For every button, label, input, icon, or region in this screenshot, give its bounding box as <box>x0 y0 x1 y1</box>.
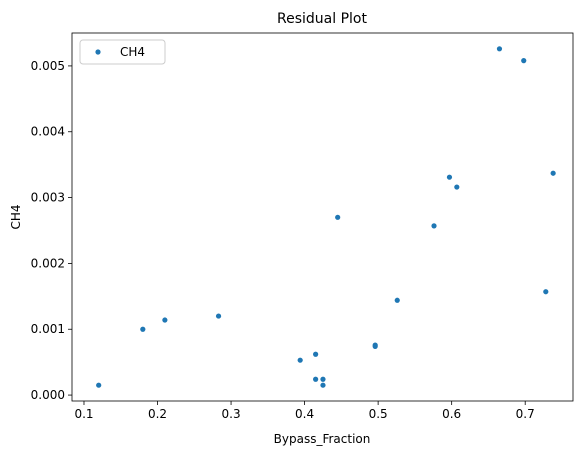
legend-box <box>79 39 166 65</box>
y-tick-label: 0.005 <box>31 59 65 73</box>
y-tick-label: 0.001 <box>31 322 65 336</box>
y-tick-label: 0.000 <box>31 388 65 402</box>
plot-frame <box>71 32 574 402</box>
chart-title: Residual Plot <box>277 11 367 27</box>
y-axis-label: CH4 <box>9 204 23 229</box>
x-tick-label: 0.2 <box>148 407 167 421</box>
point <box>454 184 460 190</box>
point <box>550 170 556 176</box>
point <box>496 46 503 52</box>
point <box>297 357 303 363</box>
point <box>431 223 437 229</box>
x-tick-label: 0.7 <box>516 407 535 421</box>
point <box>521 58 527 64</box>
legend-marker <box>95 49 101 55</box>
x-axis-label: Bypass_Fraction <box>274 432 371 446</box>
point <box>446 174 453 180</box>
x-tick-label: 0.3 <box>222 407 241 421</box>
point <box>394 297 400 303</box>
point <box>313 351 319 357</box>
x-tick-label: 0.4 <box>295 407 314 421</box>
y-tick-label: 0.002 <box>31 256 65 270</box>
x-tick-label: 0.5 <box>369 407 388 421</box>
point <box>96 382 102 388</box>
point <box>162 317 168 323</box>
point <box>320 376 326 382</box>
point <box>543 289 549 295</box>
y-tick-label: 0.003 <box>31 191 65 205</box>
x-tick-label: 0.1 <box>74 407 93 421</box>
point <box>140 326 146 332</box>
legend-label: CH4 <box>120 45 145 59</box>
y-tick-label: 0.004 <box>31 125 65 139</box>
point <box>372 343 378 349</box>
x-tick-label: 0.6 <box>442 407 461 421</box>
point <box>335 214 341 220</box>
point <box>320 382 326 388</box>
point <box>215 313 222 319</box>
point <box>313 376 319 382</box>
